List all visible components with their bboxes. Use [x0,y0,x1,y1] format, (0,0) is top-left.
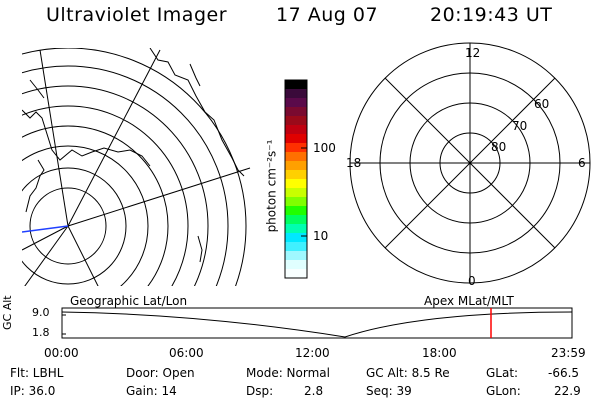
colorbar-tick-label-100: 100 [313,141,336,155]
mode-readout: Mode: Normal [246,366,330,380]
gc-alt-readout: GC Alt: 8.5 Re [366,366,450,380]
time-label: 20:19:43 UT [430,4,553,26]
altitude-strip [61,307,573,339]
altitude-tick-1-8: 1.8 [32,326,50,339]
coastline [22,48,245,263]
door-readout: Door: Open [126,366,195,380]
mlat-label-80: 80 [491,140,507,154]
mlt-label-0: 0 [468,274,476,288]
altitude-tick-9: 9.0 [32,306,50,319]
mlt-label-12: 12 [465,46,481,60]
altitude-axis-label: GC Alt [1,295,14,330]
magnetic-dial [349,42,591,284]
colorbar-cell [285,197,307,207]
longitude-lines [22,49,251,286]
mlt-label-18: 18 [346,156,362,170]
glat-label: GLat: [486,366,519,380]
geographic-map [22,48,251,286]
mlat-label-60: 60 [534,97,550,111]
glon-label: GLon: [486,384,521,398]
colorbar-cell [285,143,307,153]
colorbar-cell [285,215,307,225]
colorbar-cell [285,251,307,261]
colorbar-cell [285,89,307,99]
latitude-circles [22,48,247,286]
colorbar-cell [285,107,307,117]
gain-readout: Gain: 14 [126,384,177,398]
colorbar-cell [285,161,307,171]
altitude-curve [61,311,573,338]
time-tick-2359: 23:59 [551,346,586,360]
dsp-value: 2.8 [304,384,324,398]
geographic-caption: Geographic Lat/Lon [70,294,188,308]
glon-value: 22.9 [554,384,581,398]
colorbar-cell [285,125,307,135]
time-tick-0600: 06:00 [169,346,204,360]
orbit-track [22,225,69,233]
colorbar-cell [285,134,307,144]
dsp-label: Dsp: [246,384,274,398]
colorbar-tick-label-10: 10 [313,229,329,243]
colorbar [284,79,308,279]
time-tick-1200: 12:00 [295,346,330,360]
colorbar-cell [285,80,307,90]
colorbar-cell [285,260,307,270]
colorbar-cell [285,116,307,126]
mlat-label-70: 70 [512,119,528,133]
colorbar-cell [285,269,307,279]
apex-caption: Apex MLat/MLT [424,294,514,308]
instrument-title: Ultraviolet Imager [46,4,228,26]
colorbar-cell [285,152,307,162]
title-bar: Ultraviolet Imager 17 Aug 07 20:19:43 UT [0,4,600,30]
colorbar-cell [285,170,307,180]
colorbar-cell [285,98,307,108]
glat-value: -66.5 [548,366,580,380]
colorbar-cell [285,242,307,252]
time-tick-1800: 18:00 [422,346,457,360]
colorbar-cell [285,224,307,234]
ip-readout: IP: 36.0 [10,384,56,398]
seq-readout: Seq: 39 [366,384,412,398]
mlt-label-6: 6 [578,156,586,170]
colorbar-cell [285,206,307,216]
filter-readout: Flt: LBHL [10,366,64,380]
date-label: 17 Aug 07 [276,4,379,26]
colorbar-cell [285,233,307,243]
colorbar-cell [285,179,307,189]
colorbar-unit-label: photon cm⁻²s⁻¹ [264,139,279,233]
time-tick-0000: 00:00 [44,346,79,360]
colorbar-cell [285,188,307,198]
